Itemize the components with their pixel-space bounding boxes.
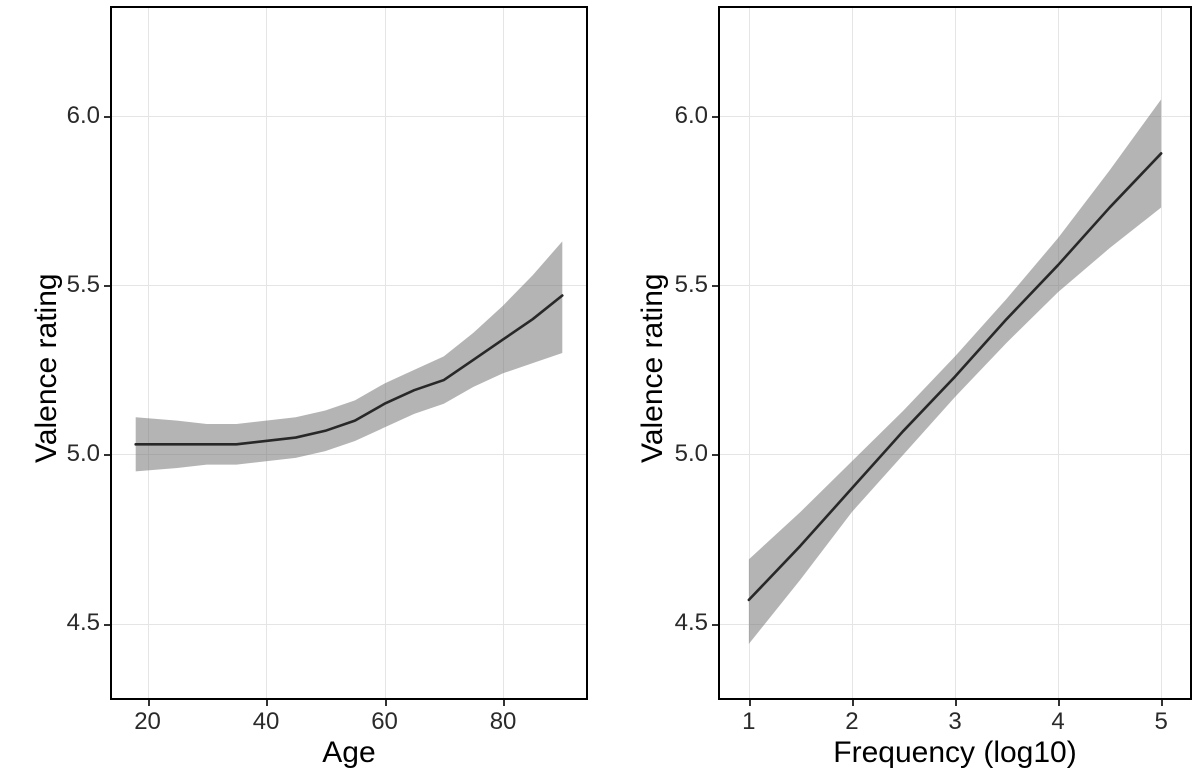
x-tick xyxy=(1058,700,1060,706)
y-tick xyxy=(104,454,110,456)
chart-svg-right xyxy=(720,8,1190,698)
x-tick-label: 2 xyxy=(822,708,882,736)
x-tick-label: 4 xyxy=(1028,708,1088,736)
x-tick-label: 5 xyxy=(1131,708,1191,736)
x-tick xyxy=(1161,700,1163,706)
x-tick xyxy=(503,700,505,706)
y-tick xyxy=(712,624,718,626)
figure: 204060804.55.05.56.0AgeValence rating123… xyxy=(0,0,1200,762)
confidence-ribbon xyxy=(136,241,563,471)
plot-area-right xyxy=(718,6,1192,700)
y-tick xyxy=(104,285,110,287)
y-tick-label: 6.0 xyxy=(67,102,100,130)
y-tick-label: 6.0 xyxy=(675,102,708,130)
y-axis-title-left: Valence rating xyxy=(30,273,64,463)
y-tick xyxy=(712,116,718,118)
y-tick xyxy=(104,624,110,626)
x-tick xyxy=(955,700,957,706)
x-axis-title-left: Age xyxy=(110,736,588,770)
x-tick xyxy=(749,700,751,706)
y-tick-label: 5.5 xyxy=(675,271,708,299)
y-tick-label: 5.0 xyxy=(67,440,100,468)
y-tick-label: 4.5 xyxy=(675,609,708,637)
x-tick-label: 20 xyxy=(118,708,178,736)
y-tick xyxy=(712,285,718,287)
y-axis-title-right: Valence rating xyxy=(636,273,670,463)
x-tick xyxy=(385,700,387,706)
x-tick-label: 60 xyxy=(355,708,415,736)
x-tick xyxy=(266,700,268,706)
x-axis-title-right: Frequency (log10) xyxy=(718,736,1192,770)
y-tick-label: 4.5 xyxy=(67,609,100,637)
y-tick xyxy=(712,454,718,456)
y-tick-label: 5.0 xyxy=(675,440,708,468)
plot-area-left xyxy=(110,6,588,700)
y-tick-label: 5.5 xyxy=(67,271,100,299)
y-tick xyxy=(104,116,110,118)
confidence-ribbon xyxy=(749,99,1161,644)
chart-svg-left xyxy=(112,8,586,698)
x-tick-label: 40 xyxy=(236,708,296,736)
x-tick-label: 1 xyxy=(719,708,779,736)
x-tick xyxy=(852,700,854,706)
x-tick-label: 80 xyxy=(473,708,533,736)
x-tick-label: 3 xyxy=(925,708,985,736)
x-tick xyxy=(148,700,150,706)
mean-line xyxy=(749,153,1161,599)
